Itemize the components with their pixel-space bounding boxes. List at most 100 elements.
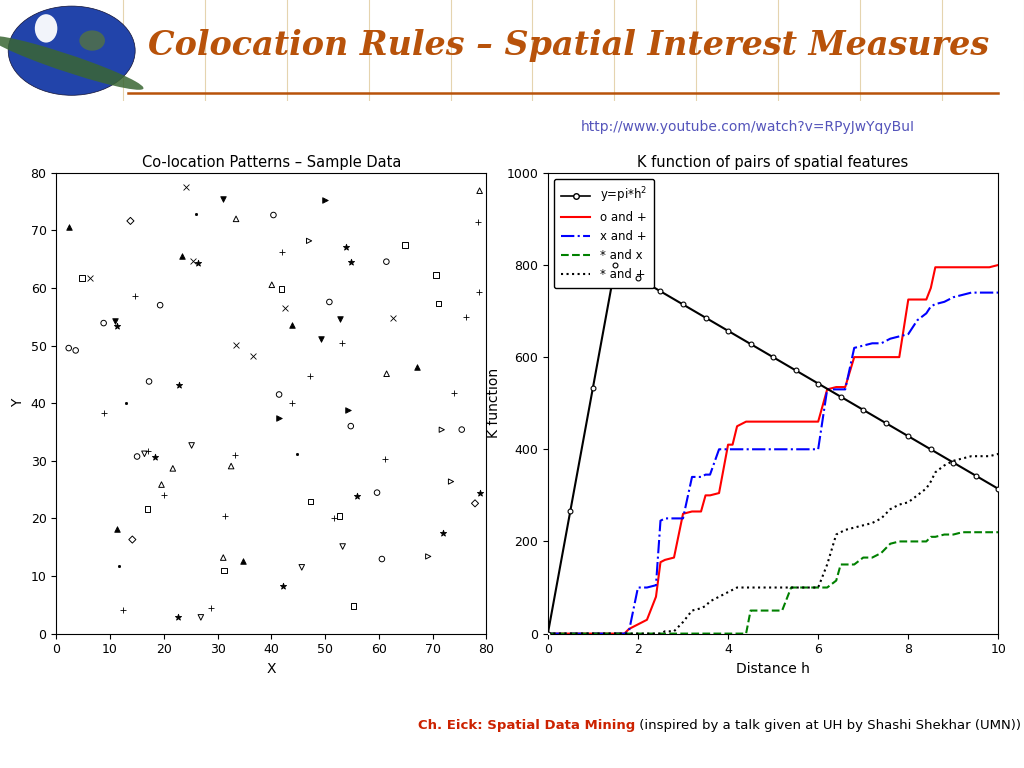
Point [458, 310, 474, 323]
y=pi*h$^2$ [677, 300, 689, 309]
Point [294, 561, 310, 574]
* and x [542, 629, 554, 638]
Point [312, 333, 329, 346]
Point [334, 337, 350, 349]
* and x [776, 606, 788, 615]
Point [140, 445, 157, 457]
y=pi*h$^2$ [654, 286, 667, 296]
o and + [929, 263, 941, 272]
Text: (inspired by a talk given at UH by Shashi Shekhar (UMN)): (inspired by a talk given at UH by Shash… [635, 720, 1021, 732]
y=pi*h$^2$ [609, 260, 622, 270]
Legend: y=pi*h$^2$, o and +, x and +, * and x, * and +: y=pi*h$^2$, o and +, x and +, * and x, *… [554, 179, 654, 288]
Point [109, 319, 125, 332]
Point [60, 220, 77, 233]
y=pi*h$^2$ [767, 353, 779, 362]
x and + [632, 583, 644, 592]
y=pi*h$^2$ [835, 392, 847, 402]
o and + [992, 260, 1005, 270]
x and + [929, 300, 941, 309]
Line: * and x: * and x [548, 532, 998, 634]
Point [377, 453, 393, 465]
Point [433, 424, 450, 436]
Point [265, 209, 282, 221]
Point [322, 296, 338, 308]
Point [470, 286, 486, 298]
Point [136, 448, 153, 460]
Point [271, 412, 288, 424]
Point [273, 246, 290, 258]
Point [420, 551, 436, 563]
Point [174, 250, 190, 262]
x and + [812, 445, 824, 454]
Title: K function of pairs of spatial features: K function of pairs of spatial features [638, 155, 908, 170]
Point [129, 450, 145, 462]
Point [122, 215, 138, 227]
Point [223, 460, 240, 472]
Point [471, 184, 487, 197]
* and + [699, 601, 712, 611]
Point [430, 297, 446, 310]
Point [157, 489, 173, 502]
x and + [650, 581, 663, 590]
Text: Ch. Eick: Spatial Data Mining: Ch. Eick: Spatial Data Mining [418, 720, 635, 732]
y=pi*h$^2$ [857, 406, 869, 415]
y=pi*h$^2$ [880, 419, 892, 428]
* and + [992, 449, 1005, 458]
Point [214, 192, 230, 204]
Point [234, 555, 251, 568]
Ellipse shape [35, 14, 57, 42]
Point [332, 313, 348, 326]
* and + [650, 629, 663, 638]
Point [301, 369, 317, 382]
Point [343, 420, 359, 432]
Point [378, 256, 394, 268]
Point [263, 279, 280, 291]
* and + [812, 583, 824, 592]
Text: Colocation Rules – Spatial Interest Measures: Colocation Rules – Spatial Interest Meas… [147, 29, 989, 62]
Point [284, 397, 300, 409]
Point [110, 523, 126, 535]
Point [274, 581, 291, 593]
Point [369, 486, 385, 498]
Point [187, 207, 204, 220]
Point [165, 462, 181, 475]
Point [96, 406, 113, 419]
x and + [966, 288, 978, 297]
y=pi*h$^2$ [564, 506, 577, 515]
x and + [542, 629, 554, 638]
Point [374, 553, 390, 565]
Point [190, 257, 207, 269]
o and + [650, 592, 663, 601]
o and + [812, 417, 824, 426]
Point [273, 283, 290, 295]
Point [379, 368, 395, 380]
y=pi*h$^2$ [722, 326, 734, 336]
Point [116, 604, 132, 617]
Point [183, 439, 200, 452]
y=pi*h$^2$ [947, 458, 959, 467]
* and + [542, 629, 554, 638]
y=pi*h$^2$ [902, 432, 914, 441]
Point [193, 611, 209, 624]
Point [74, 272, 90, 284]
y=pi*h$^2$ [790, 366, 802, 375]
Point [331, 510, 347, 522]
Point [106, 315, 123, 327]
Point [170, 611, 186, 623]
Point [139, 503, 156, 515]
Point [385, 312, 401, 324]
Point [396, 239, 413, 251]
Point [284, 319, 300, 331]
Point [227, 339, 244, 352]
Ellipse shape [8, 6, 135, 95]
y=pi*h$^2$ [587, 383, 599, 392]
* and x [992, 528, 1005, 537]
X-axis label: X: X [266, 662, 276, 676]
Y-axis label: K function: K function [486, 368, 501, 439]
Point [302, 495, 318, 508]
Point [146, 451, 163, 463]
Point [154, 478, 170, 491]
X-axis label: Distance h: Distance h [736, 662, 810, 676]
Ellipse shape [0, 36, 143, 90]
x and + [992, 288, 1005, 297]
